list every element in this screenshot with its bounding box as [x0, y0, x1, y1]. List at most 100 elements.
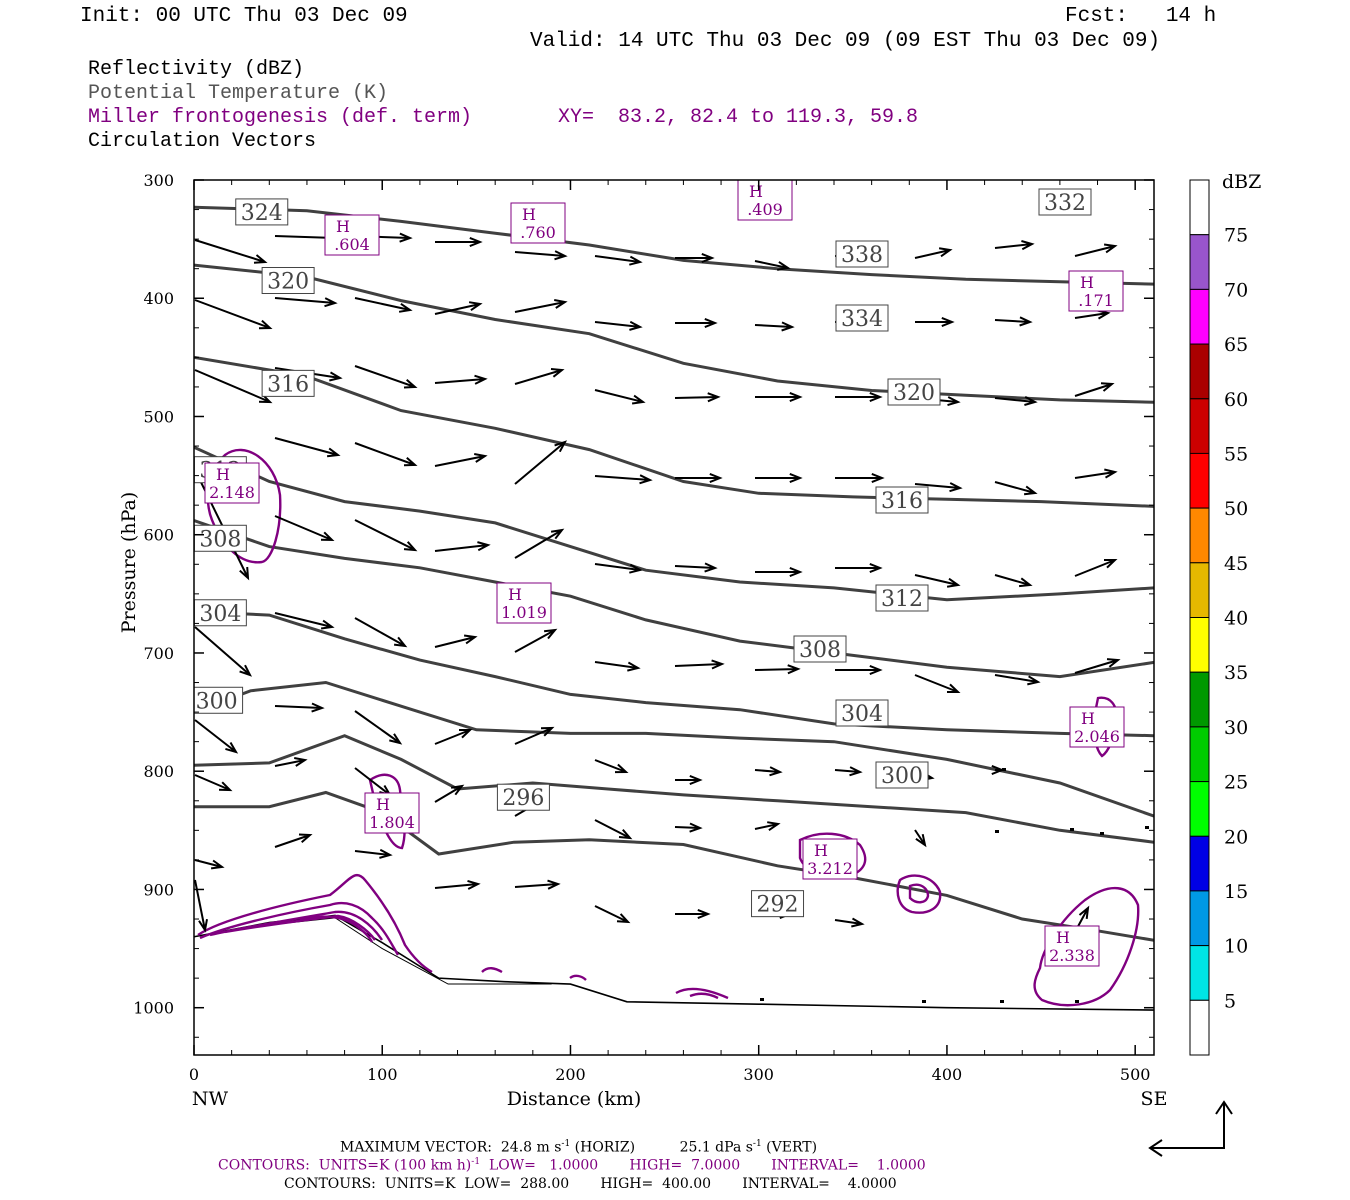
- circulation-vector: [594, 661, 641, 672]
- circulation-vector: [274, 297, 338, 308]
- y-tick-label: 300: [143, 171, 174, 190]
- frontogenesis-max-box: [364, 792, 420, 834]
- theta-label-box: [875, 584, 929, 612]
- circulation-vector: [1074, 658, 1121, 674]
- x-tick-label: 200: [555, 1065, 586, 1084]
- theta-contour-304: [194, 610, 1154, 738]
- circulation-vector: [594, 819, 633, 840]
- frontogenesis-max-marker: H: [376, 795, 390, 814]
- circulation-vector: [914, 247, 953, 259]
- circulation-vector: [434, 729, 473, 745]
- theta-contour-308: [194, 519, 1154, 679]
- frontogenesis-max-value: .604: [334, 235, 370, 254]
- circulation-vector: [755, 472, 803, 484]
- frontogenesis-contour: [675, 987, 729, 1000]
- colorbar-level-label: 35: [1224, 662, 1248, 684]
- colorbar-level-label: 40: [1224, 608, 1248, 630]
- vector-stub: [1145, 826, 1149, 829]
- theta-contour-312: [194, 445, 1154, 602]
- circulation-vector: [594, 474, 653, 485]
- circulation-vector: [274, 437, 341, 458]
- valid-time: Valid: 14 UTC Thu 03 Dec 09 (09 EST Thu …: [530, 30, 1161, 53]
- colorbar-level-label: 25: [1224, 772, 1248, 794]
- frontogenesis-max-value: 3.212: [807, 859, 853, 878]
- frontogenesis-max-box: [1044, 925, 1100, 967]
- theta-contour-label: 300: [881, 764, 923, 789]
- theta-contour-label: 316: [267, 372, 309, 397]
- theta-label-box: [875, 761, 929, 789]
- circulation-vector: [994, 481, 1038, 496]
- circulation-vector: [594, 320, 643, 331]
- colorbar-level-label: 70: [1224, 279, 1248, 301]
- y-tick-label: 400: [143, 289, 174, 308]
- circulation-vector: [914, 574, 961, 588]
- x-tick-label: 400: [932, 1065, 963, 1084]
- y-tick-label: 900: [143, 880, 174, 899]
- reference-vector-icon: [1148, 1100, 1233, 1157]
- frontogenesis-max-marker: H: [1056, 928, 1070, 947]
- theta-contour-label: 320: [893, 381, 935, 406]
- circulation-vector: [914, 482, 963, 493]
- circulation-vector: [994, 240, 1035, 251]
- colorbar-segment: [1189, 726, 1210, 783]
- colorbar-level-label: 65: [1224, 334, 1248, 356]
- circulation-vector: [194, 369, 273, 404]
- circulation-vector: [674, 822, 703, 833]
- colorbar-segment: [1189, 890, 1210, 947]
- frontogenesis-max-value: .171: [1078, 291, 1114, 310]
- frontogenesis-max-box: [324, 214, 380, 256]
- colorbar-segment: [1189, 452, 1210, 509]
- circulation-vector: [754, 321, 795, 332]
- frontogenesis-max-marker: H: [522, 205, 536, 224]
- circulation-vector: [594, 563, 643, 574]
- theta-label-box: [835, 304, 889, 332]
- colorbar-segment: [1189, 562, 1210, 618]
- circulation-vector: [274, 833, 313, 848]
- frontogenesis-max-box: [510, 202, 566, 244]
- frontogenesis-contour: [896, 874, 942, 914]
- y-tick-label: 700: [143, 644, 174, 663]
- field-vectors: Circulation Vectors: [88, 130, 317, 153]
- theta-label-box: [887, 378, 941, 406]
- circulation-vector: [434, 879, 481, 890]
- theta-contour-label: 308: [799, 638, 841, 663]
- theta-contour-label: 324: [241, 201, 283, 226]
- field-frontogenesis: Miller frontogenesis (def. term): [88, 106, 473, 129]
- circulation-vector: [434, 453, 488, 467]
- frontogenesis-contour: [908, 883, 930, 904]
- x-tick-label: 300: [743, 1065, 774, 1084]
- theta-label-box: [875, 486, 929, 514]
- theta-contour-label: 338: [841, 243, 883, 268]
- circulation-vector: [354, 848, 393, 859]
- circulation-vector: [674, 392, 721, 403]
- circulation-vector: [274, 612, 335, 630]
- theta-contour-292: [194, 790, 1154, 942]
- theta-contour-label: 300: [196, 689, 238, 714]
- frontogenesis-max-value: .760: [520, 223, 556, 242]
- theta-label-box: [261, 267, 315, 295]
- circulation-vector: [434, 784, 465, 803]
- vector-stub: [922, 1000, 926, 1003]
- frontogenesis-contour: [689, 992, 719, 1000]
- colorbar-segment: [1189, 671, 1210, 728]
- theta-contour-note: CONTOURS: UNITS=K LOW= 288.00 HIGH= 400.…: [284, 1176, 897, 1192]
- frontogenesis-contour-note: CONTOURS: UNITS=K (100 km h)-1 LOW= 1.00…: [218, 1157, 926, 1174]
- colorbar-segment: [1189, 507, 1210, 564]
- circulation-vector: [194, 299, 273, 330]
- theta-contour-300: [194, 680, 1154, 818]
- circulation-vector: [835, 562, 883, 574]
- colorbar-level-label: 15: [1224, 881, 1248, 903]
- circulation-vector: [675, 472, 723, 484]
- circulation-vector: [514, 726, 555, 745]
- plot-area: 324 320 316 312 308 304 300 296 292 332 338 334 320 3…: [194, 180, 1154, 1011]
- terrain-line: [194, 914, 1154, 1011]
- frontogenesis-contour: [569, 974, 587, 981]
- colorbar-segment: [1189, 234, 1210, 290]
- x-tick-label: 100: [367, 1065, 398, 1084]
- circulation-vector: [994, 396, 1038, 406]
- circulation-vector: [354, 442, 418, 467]
- theta-contour-316: [194, 355, 1154, 508]
- y-axis-label: Pressure (hPa): [118, 492, 140, 634]
- theta-contour-label: 320: [267, 270, 309, 295]
- frontogenesis-contour: [481, 967, 503, 974]
